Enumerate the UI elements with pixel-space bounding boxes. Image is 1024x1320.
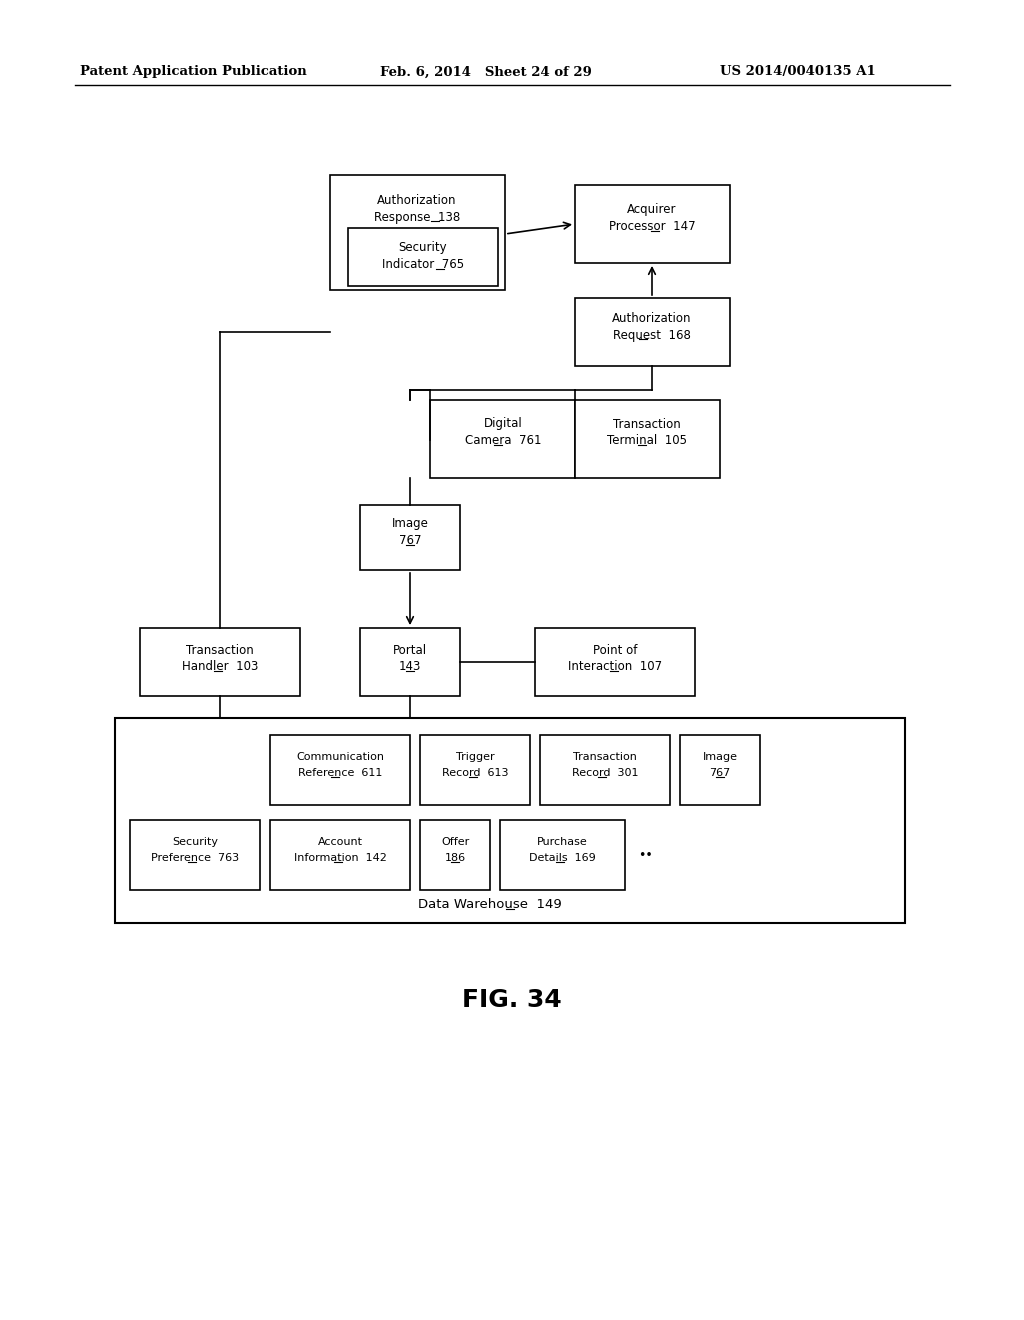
Text: Authorization: Authorization <box>612 312 692 325</box>
Bar <box>330 176 505 290</box>
Text: Trigger: Trigger <box>456 752 495 762</box>
Text: 143: 143 <box>398 660 421 673</box>
Text: Transaction: Transaction <box>186 644 254 656</box>
Text: FIG. 34: FIG. 34 <box>462 987 562 1012</box>
Bar <box>360 506 460 570</box>
Text: Data Warehouse  149: Data Warehouse 149 <box>418 899 562 912</box>
Text: Interaction  107: Interaction 107 <box>568 660 663 673</box>
Bar <box>348 228 498 286</box>
Text: Offer: Offer <box>441 837 469 847</box>
Bar <box>575 400 720 478</box>
Bar <box>575 298 730 366</box>
Text: Authorization: Authorization <box>377 194 457 206</box>
Bar <box>500 820 625 890</box>
Text: Terminal  105: Terminal 105 <box>607 434 687 447</box>
Text: US 2014/0040135 A1: US 2014/0040135 A1 <box>720 66 876 78</box>
Text: Account: Account <box>317 837 362 847</box>
Text: Image: Image <box>702 752 737 762</box>
Text: Record  301: Record 301 <box>571 768 638 777</box>
Text: Communication: Communication <box>296 752 384 762</box>
Bar <box>270 820 410 890</box>
Text: Preference  763: Preference 763 <box>151 853 239 863</box>
Text: 767: 767 <box>710 768 731 777</box>
Text: Point of: Point of <box>593 644 637 656</box>
Text: Security: Security <box>172 837 218 847</box>
Text: Digital: Digital <box>483 417 522 430</box>
Bar <box>535 628 695 696</box>
Bar <box>140 628 300 696</box>
Text: Indicator  765: Indicator 765 <box>382 259 464 272</box>
Text: Request  168: Request 168 <box>613 329 691 342</box>
Text: ••: •• <box>638 849 652 862</box>
Bar <box>360 628 460 696</box>
Bar <box>680 735 760 805</box>
Text: Camera  761: Camera 761 <box>465 434 542 447</box>
Bar <box>115 718 905 923</box>
Bar <box>130 820 260 890</box>
Text: Purchase: Purchase <box>537 837 588 847</box>
Bar <box>430 400 575 478</box>
Text: Handler  103: Handler 103 <box>182 660 258 673</box>
Text: Acquirer: Acquirer <box>628 203 677 216</box>
Text: Processor  147: Processor 147 <box>608 220 695 234</box>
Text: Details  169: Details 169 <box>528 853 595 863</box>
Text: Record  613: Record 613 <box>441 768 508 777</box>
Text: Portal: Portal <box>393 644 427 656</box>
Bar <box>420 735 530 805</box>
Bar <box>540 735 670 805</box>
Text: 186: 186 <box>444 853 466 863</box>
Text: Reference  611: Reference 611 <box>298 768 382 777</box>
Text: Transaction: Transaction <box>573 752 637 762</box>
Text: Response  138: Response 138 <box>374 210 460 223</box>
Text: Transaction: Transaction <box>613 417 681 430</box>
Text: Image: Image <box>391 517 428 531</box>
Text: Feb. 6, 2014   Sheet 24 of 29: Feb. 6, 2014 Sheet 24 of 29 <box>380 66 592 78</box>
Bar <box>420 820 490 890</box>
Bar <box>575 185 730 263</box>
Text: Security: Security <box>398 242 447 255</box>
Text: 767: 767 <box>398 535 421 548</box>
Text: Patent Application Publication: Patent Application Publication <box>80 66 307 78</box>
Text: Information  142: Information 142 <box>294 853 386 863</box>
Bar <box>270 735 410 805</box>
